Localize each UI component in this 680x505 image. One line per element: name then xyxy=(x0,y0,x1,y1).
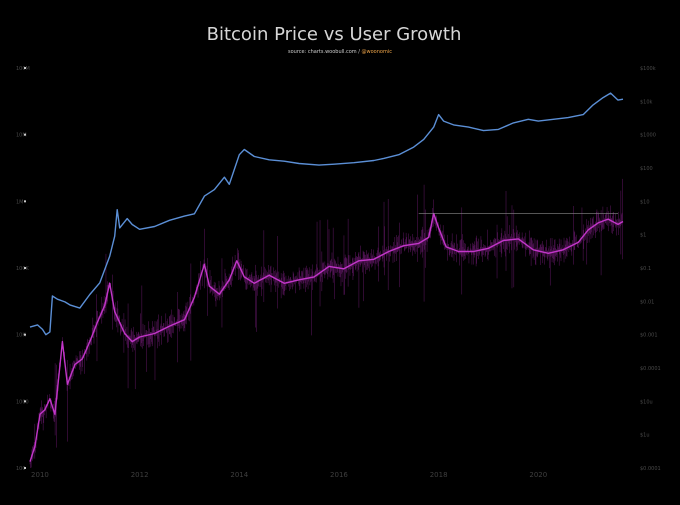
left-tick-label: 100 xyxy=(16,466,26,472)
right-tick-label: $0.0001 xyxy=(640,366,661,372)
right-tick-label: $10k xyxy=(640,99,653,105)
series-layer xyxy=(29,92,624,462)
series-line-users xyxy=(29,92,624,336)
chart-subtitle-source: source: charts.woobull.com / xyxy=(288,49,362,55)
x-tick-label: 2016 xyxy=(330,471,348,479)
chart-subtitle-handle: @woonomic xyxy=(362,49,393,55)
left-tick-label: 1000 xyxy=(16,399,29,405)
x-tick-label: 2020 xyxy=(529,471,547,479)
right-tick-label: $1 xyxy=(640,233,646,239)
right-tick-label: $10 xyxy=(640,199,650,205)
right-tick-label: $0.01 xyxy=(640,299,654,305)
left-tick-mark xyxy=(24,467,26,469)
x-tick-label: 2010 xyxy=(31,471,49,479)
right-tick-label: $0.001 xyxy=(640,333,658,339)
series-line-price xyxy=(29,212,624,462)
left-axis: 100M 10M 1M 100K 10K 1000 100 xyxy=(16,66,30,472)
right-tick-label: $0.1 xyxy=(640,266,651,272)
left-tick-label: 1M xyxy=(16,199,24,205)
x-tick-label: 2018 xyxy=(430,471,448,479)
right-axis: $100k $10k $1000 $100 $10 $1 $0.1 $0.01 $0.001 $0… xyxy=(640,66,661,472)
left-tick-mark xyxy=(24,200,26,203)
left-tick-label: 100K xyxy=(16,266,30,272)
right-tick-label: $0.0001 xyxy=(640,466,661,472)
x-tick-label: 2014 xyxy=(230,471,248,479)
right-tick-label: $1u xyxy=(640,433,650,439)
left-tick-mark xyxy=(24,67,26,69)
right-tick-label: $10u xyxy=(640,399,653,405)
left-tick-label: 100M xyxy=(16,66,30,72)
left-tick-mark xyxy=(24,400,26,403)
x-axis: 2010 2012 2014 2016 2018 2020 xyxy=(31,471,547,479)
right-tick-label: $1000 xyxy=(640,133,656,139)
left-tick-mark xyxy=(24,267,26,269)
chart-subtitle: source: charts.woobull.com / @woonomic xyxy=(288,49,392,55)
chart-title: Bitcoin Price vs User Growth xyxy=(207,24,462,45)
x-tick-label: 2012 xyxy=(131,471,149,479)
left-tick-mark xyxy=(24,133,26,136)
left-tick-label: 10M xyxy=(16,133,27,139)
left-tick-label: 10K xyxy=(16,333,26,339)
right-tick-label: $100 xyxy=(640,166,653,172)
left-tick-mark xyxy=(24,333,26,336)
right-tick-label: $100k xyxy=(640,66,656,72)
